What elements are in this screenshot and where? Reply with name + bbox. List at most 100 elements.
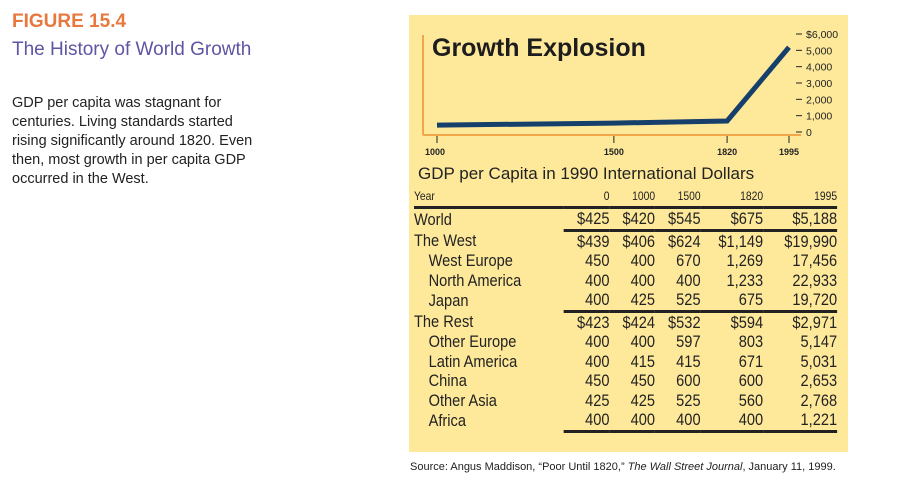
value-cell: 5,031: [800, 351, 838, 371]
table-row: The Rest $423 $424 $532 $594 $2,971: [414, 311, 837, 332]
value-cell: $675: [700, 207, 764, 232]
value-cell: 19,720: [763, 290, 838, 313]
value-cell: 1,233: [726, 270, 764, 290]
value-cell: 17,456: [792, 251, 838, 271]
value-cell: 2,768: [800, 390, 838, 410]
table-row: World $425 $420 $545 $675 $5,188: [414, 207, 838, 232]
chart-title: Growth Explosion: [432, 34, 646, 62]
y-tick-label: $6,000: [806, 29, 838, 41]
x-tick-label: 1995: [779, 147, 799, 157]
value-cell: 400: [655, 410, 701, 433]
value-cell: 415: [676, 351, 701, 371]
x-tick-label: 1500: [604, 147, 624, 157]
figure-label: FIGURE 15.4: [12, 11, 127, 32]
value-cell: 560: [738, 390, 764, 410]
value-cell: 400: [609, 410, 656, 433]
table-row: Latin America 400 415 415 671 5,031: [414, 351, 838, 372]
value-cell: 400: [700, 410, 764, 433]
row-label: Africa: [428, 411, 467, 430]
x-tick-label: 1000: [425, 147, 445, 157]
value-cell: $439: [577, 231, 610, 251]
value-cell: 2,653: [800, 371, 838, 391]
value-cell: 675: [700, 290, 764, 313]
value-cell: 450: [630, 371, 656, 391]
table-row: North America 400 400 400 1,233 22,933: [414, 270, 838, 291]
value-cell: 415: [630, 351, 656, 371]
header-cell: Year: [414, 186, 565, 209]
figure-panel: [409, 15, 848, 452]
value-cell: 597: [676, 332, 701, 352]
value-cell: $1,149: [718, 231, 764, 251]
table-row: Africa 400 400 400 400 1,221: [414, 410, 838, 433]
value-cell: 600: [738, 371, 764, 391]
value-cell: $406: [622, 231, 656, 251]
source-note: Source: Angus Maddison, “Poor Until 1820…: [410, 461, 836, 473]
value-cell: 400: [564, 410, 610, 433]
gdp-table: Year 0 1000 1500 1820 1995 World $425 $420 $545 $6…: [414, 186, 838, 433]
value-cell: $624: [668, 231, 701, 251]
value-cell: 400: [585, 332, 610, 352]
value-cell: 450: [585, 371, 610, 391]
value-cell: $2,971: [792, 312, 838, 332]
value-cell: 400: [630, 332, 656, 352]
table-row: China 450 450 600 600 2,653: [414, 371, 838, 391]
value-cell: 1,221: [763, 410, 838, 433]
header-cell: 1500: [655, 186, 701, 209]
table-row: West Europe 450 400 670 1,269 17,456: [414, 251, 838, 271]
value-cell: 525: [676, 390, 701, 410]
value-cell: $19,990: [784, 231, 838, 251]
table-row: The West $439 $406 $624 $1,149 $19,990: [414, 230, 837, 251]
value-cell: $532: [668, 312, 701, 332]
value-cell: $423: [577, 312, 610, 332]
row-label: North America: [428, 270, 522, 290]
value-cell: 450: [585, 251, 610, 271]
row-label: Other Europe: [428, 332, 517, 352]
row-label: China: [428, 371, 467, 391]
row-label: Other Asia: [428, 390, 497, 410]
value-cell: 671: [738, 351, 764, 371]
figure-caption: GDP per capita was stagnant for centurie…: [12, 95, 253, 187]
value-cell: $5,188: [763, 207, 838, 232]
value-cell: 425: [585, 390, 610, 410]
row-label: World: [414, 210, 452, 229]
value-cell: 400: [630, 270, 656, 290]
gdp-line: [436, 45, 791, 128]
value-cell: 425: [630, 390, 656, 410]
value-cell: 525: [655, 290, 701, 313]
table-title: GDP per Capita in 1990 International Dol…: [418, 164, 755, 183]
value-cell: 400: [585, 270, 610, 290]
value-cell: 670: [676, 251, 701, 271]
value-cell: 1,269: [726, 251, 764, 271]
line-chart: 1000 1500 1820 1995 0 1,000 2,000 3,000 4,000 5,0…: [422, 29, 838, 157]
table-row: Japan 400 425 525 675 19,720: [414, 290, 838, 313]
y-tick-label: 2,000: [806, 94, 832, 106]
header-cell: 1995: [763, 186, 838, 209]
value-cell: 425: [609, 290, 656, 313]
table-row: Other Asia 425 425 525 560 2,768: [414, 390, 838, 411]
table-row: Other Europe 400 400 597 803 5,147: [414, 332, 838, 352]
x-tick-label: 1820: [717, 147, 737, 157]
y-tick-label: 3,000: [806, 78, 832, 90]
header-cell: 1000: [609, 186, 656, 209]
value-cell: 5,147: [800, 332, 838, 352]
y-tick-label: 0: [806, 127, 812, 139]
value-cell: 22,933: [792, 270, 838, 290]
figure-title: The History of World Growth: [12, 39, 252, 60]
value-cell: 400: [630, 251, 656, 271]
row-label: The Rest: [414, 312, 474, 331]
y-tick-label: 1,000: [806, 111, 832, 123]
row-label: Latin America: [428, 351, 518, 371]
value-cell: $425: [564, 207, 610, 232]
value-cell: 400: [585, 351, 610, 371]
value-cell: 400: [676, 270, 701, 290]
value-cell: 600: [676, 371, 701, 391]
value-cell: $424: [622, 312, 656, 332]
y-tick-label: 4,000: [806, 62, 832, 74]
header-cell: 1820: [700, 186, 764, 209]
header-cell: 0: [564, 186, 610, 209]
value-cell: 400: [564, 290, 610, 313]
value-cell: $545: [655, 207, 701, 232]
row-label: West Europe: [428, 251, 513, 271]
value-cell: 803: [738, 332, 764, 352]
value-cell: $594: [730, 312, 764, 332]
